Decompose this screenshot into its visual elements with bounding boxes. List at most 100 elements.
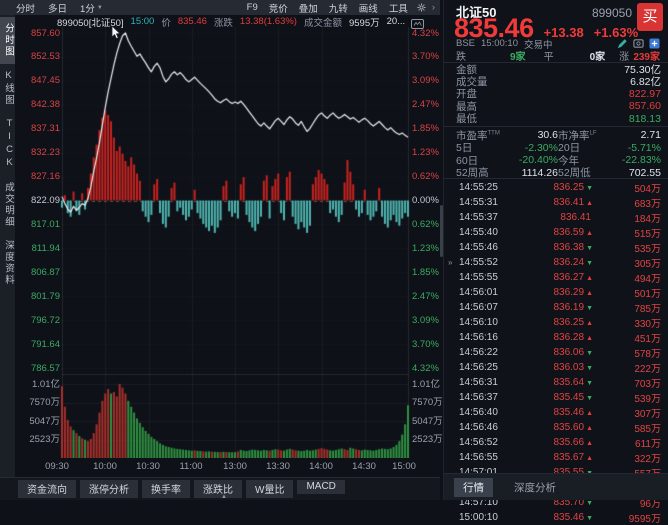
trade-time: 14:56:01 <box>459 287 498 298</box>
toolbar-item-nine-turn[interactable]: 九转 <box>328 3 348 15</box>
toolbar-expand-button[interactable]: › <box>432 2 435 13</box>
trade-row[interactable]: 14:56:37 835.45 ▼ 539万 <box>444 390 668 405</box>
chart-change: 13.38(1.63%) <box>239 16 297 27</box>
trade-row[interactable]: 14:56:40 835.46 ▲ 307万 <box>444 405 668 420</box>
down-count: 9家 <box>510 52 526 63</box>
trade-row[interactable]: 14:55:46 836.38 ▼ 535万 <box>444 240 668 255</box>
trade-time: 14:55:25 <box>459 182 498 193</box>
sidebar-tab-depth-info[interactable]: 深度资料 <box>3 239 14 286</box>
time-axis-label: 10:30 <box>136 461 160 472</box>
trade-price: 836.25 ▼ <box>553 182 593 193</box>
indicator-tab-fund-flow[interactable]: 资金流向 <box>18 480 76 498</box>
stat-pe-pb: 市盈率TTM 30.6 市净率LF 2.71 <box>456 129 661 142</box>
toolbar-item-auction[interactable]: 竞价 <box>268 3 288 15</box>
trade-time: 14:56:37 <box>459 392 498 403</box>
trade-time: 14:56:52 <box>459 437 498 448</box>
trade-volume: 504万 <box>634 184 661 195</box>
indicator-tab-w-volume-ratio[interactable]: W量比 <box>246 480 294 498</box>
trade-row[interactable]: 14:56:46 835.60 ▲ 585万 <box>444 420 668 435</box>
trade-direction-icon: ▲ <box>586 440 593 447</box>
trade-direction-icon: ▼ <box>586 365 593 372</box>
stat-high: 最高 857.60 <box>456 100 661 113</box>
trade-row[interactable]: 14:56:52 835.66 ▲ 611万 <box>444 435 668 450</box>
trade-row[interactable]: 14:56:07 836.19 ▼ 785万 <box>444 300 668 315</box>
trade-price: 835.46 ▼ <box>553 512 593 523</box>
trade-price: 836.41 <box>560 212 591 223</box>
panel-splitter[interactable] <box>440 0 443 500</box>
sidebar-tab-tick[interactable]: TICK <box>4 117 15 170</box>
trade-row[interactable]: 14:56:22 836.06 ▼ 578万 <box>444 345 668 360</box>
panel-tab-depth-analysis[interactable]: 深度分析 <box>514 481 556 494</box>
toolbar-item-one-minute[interactable]: 1分 ▼ <box>80 3 103 15</box>
time-axis-label: 15:00 <box>392 461 416 472</box>
quote-panel: 北证50 899050 买 835.46 +13.38 +1.63% BSE 1… <box>443 0 668 525</box>
trade-volume: 9595万 <box>628 514 661 525</box>
trade-row[interactable]: 14:55:55 836.27 ▲ 494万 <box>444 270 668 285</box>
stat-volume: 成交量 6.82亿 <box>456 76 661 89</box>
trade-volume: 330万 <box>634 319 661 330</box>
trade-row[interactable]: 14:56:10 836.25 ▲ 330万 <box>444 315 668 330</box>
trade-time: 14:55:37 <box>459 212 498 223</box>
buy-button[interactable]: 买 <box>637 3 663 31</box>
trade-price: 836.29 ▲ <box>553 287 593 298</box>
trade-direction-icon: ▼ <box>586 260 593 267</box>
toolbar-item-multiday[interactable]: 多日 <box>48 3 68 15</box>
toolbar-item-draw-line[interactable]: 画线 <box>358 3 378 15</box>
stat-open: 开盘 822.97 <box>456 87 661 101</box>
trade-row[interactable]: 14:56:01 836.29 ▲ 501万 <box>444 285 668 300</box>
indicator-tab-advance-decline[interactable]: 涨跌比 <box>194 480 242 498</box>
trade-row[interactable]: 14:55:37 836.41 184万 <box>444 210 668 225</box>
trade-time: 14:56:55 <box>459 452 498 463</box>
trade-row[interactable]: 14:56:25 836.03 ▼ 222万 <box>444 360 668 375</box>
screenshot-icon[interactable] <box>633 38 644 49</box>
trade-row[interactable]: 14:56:16 836.28 ▲ 451万 <box>444 330 668 345</box>
timeshare-chart-canvas[interactable] <box>14 27 440 458</box>
stat-low: 最低 818.13 <box>456 112 661 126</box>
settings-button[interactable] <box>417 3 426 12</box>
trade-price: 836.28 ▲ <box>553 332 593 343</box>
trade-direction-icon: ▼ <box>586 500 593 507</box>
trade-direction-icon: ▲ <box>586 410 593 417</box>
sidebar-tab-kline-chart[interactable]: K线图 <box>3 69 14 106</box>
trade-price: 835.67 ▲ <box>553 452 593 463</box>
trade-direction-icon: ▲ <box>586 320 593 327</box>
trade-volume: 222万 <box>634 364 661 375</box>
indicator-tab-limit-analysis[interactable]: 涨停分析 <box>80 480 138 498</box>
up-count: 239家 <box>633 52 660 63</box>
panel-tab-quote[interactable]: 行情 <box>454 477 493 497</box>
trade-row[interactable]: 14:55:40 836.59 ▲ 515万 <box>444 225 668 240</box>
change-label: 涨跌 <box>213 17 233 29</box>
trade-direction-icon: ▼ <box>586 515 593 522</box>
indicator-tab-macd[interactable]: MACD <box>297 480 345 494</box>
time-axis-label: 14:30 <box>352 461 376 472</box>
indicator-tab-turnover[interactable]: 换手率 <box>142 480 190 498</box>
trade-volume: 184万 <box>634 214 661 225</box>
collapse-handle-icon[interactable]: ▲ <box>221 494 227 500</box>
pencil-icon[interactable] <box>617 38 628 49</box>
toolbar-item-f9[interactable]: F9 <box>246 2 258 13</box>
trade-row[interactable]: 14:56:55 835.67 ▲ 322万 <box>444 450 668 465</box>
trade-volume: 585万 <box>634 424 661 435</box>
add-watchlist-icon[interactable] <box>649 38 660 49</box>
toolbar-left-group: 分时 多日 1分 ▼ <box>16 1 103 15</box>
sidebar-tab-timeshare-chart[interactable]: 分时图 <box>0 17 15 64</box>
toolbar-item-overlay[interactable]: 叠加 <box>298 3 318 15</box>
toolbar-item-tools[interactable]: 工具 <box>388 3 408 15</box>
trade-row[interactable]: 14:55:25 836.25 ▼ 504万 <box>444 180 668 195</box>
toolbar-item-timeshare[interactable]: 分时 <box>16 3 36 15</box>
splitter-handle[interactable] <box>440 205 443 257</box>
trade-time: 14:56:25 <box>459 362 498 373</box>
trade-row[interactable]: 14:56:31 835.64 ▼ 703万 <box>444 375 668 390</box>
trade-time: 14:55:52 <box>459 257 498 268</box>
sidebar-tab-trade-details[interactable]: 成交明细 <box>3 181 14 228</box>
trade-price: 835.46 ▲ <box>553 407 593 418</box>
quote-panel-tabs: 行情 深度分析 <box>444 473 668 500</box>
stat-52w: 52周高 1114.26 52周低 702.55 <box>456 166 661 180</box>
trade-direction-icon: ▲ <box>586 230 593 237</box>
trade-row[interactable]: 15:00:10 835.46 ▼ 9595万 <box>444 510 668 525</box>
quote-time: 15:00:10 <box>481 38 518 49</box>
trade-row[interactable]: » 14:55:52 836.24 ▼ 305万 <box>444 255 668 270</box>
trade-tick-list[interactable]: 14:55:25 836.25 ▼ 504万 14:55:31 836.41 ▲ 683万 14… <box>444 180 668 525</box>
trade-price: 835.64 ▼ <box>553 377 593 388</box>
trade-row[interactable]: 14:55:31 836.41 ▲ 683万 <box>444 195 668 210</box>
